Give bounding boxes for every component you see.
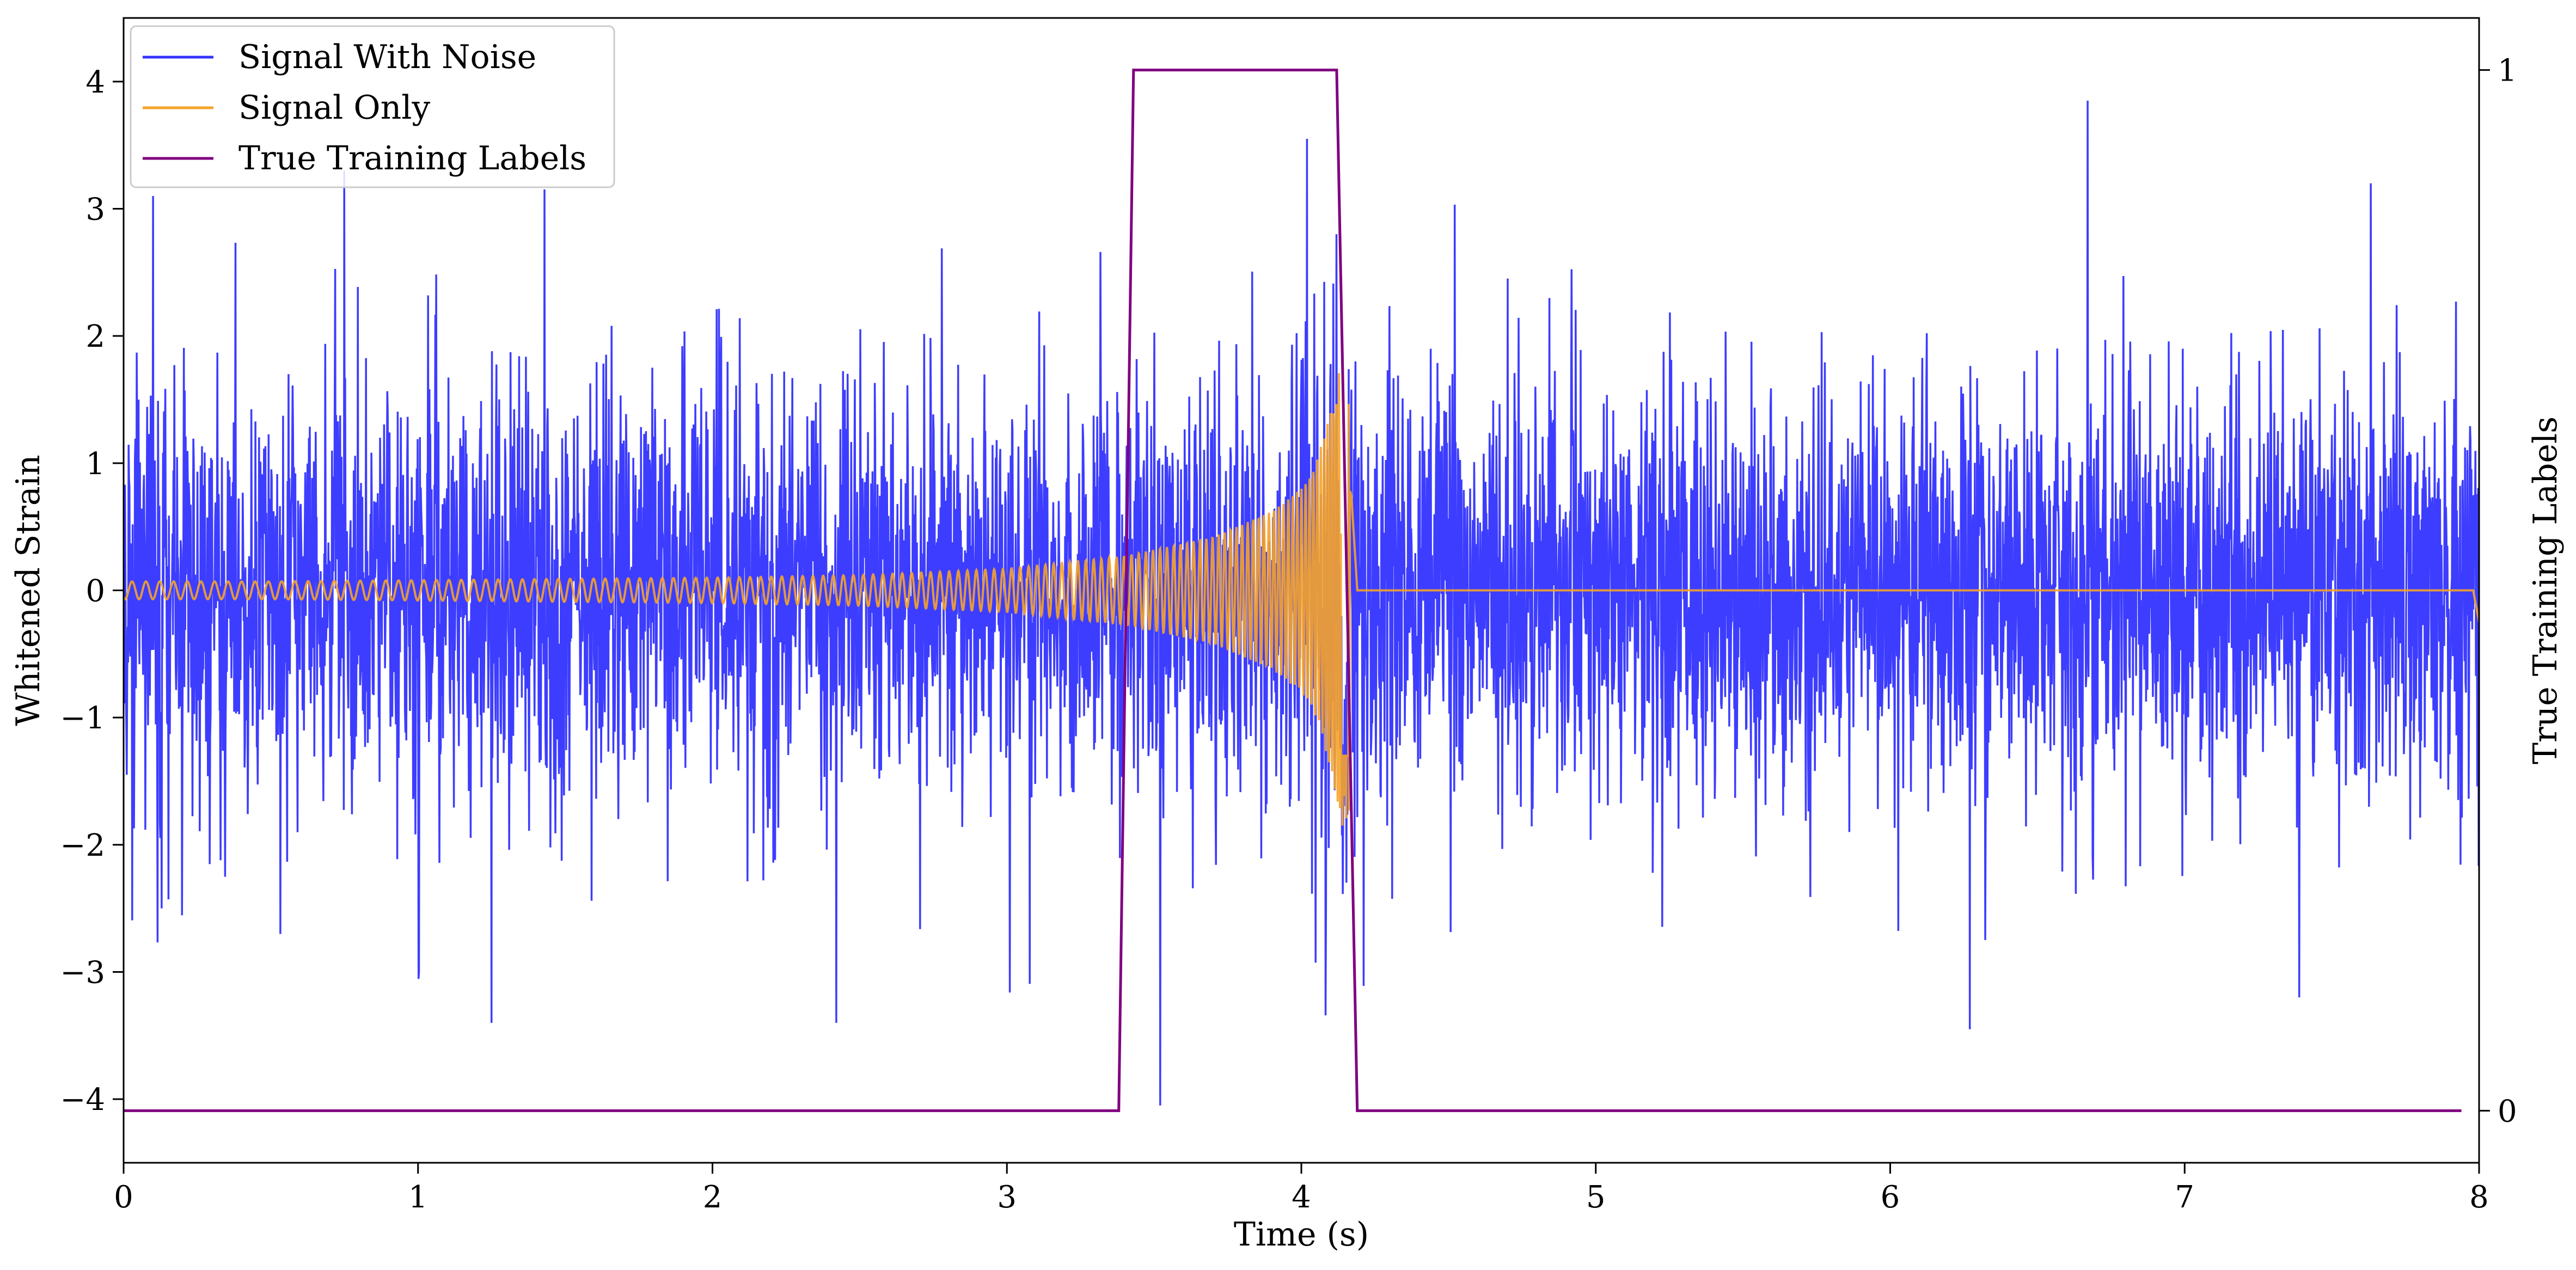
y-tick-label: 4 — [85, 65, 105, 100]
y-tick-label: 2 — [85, 319, 105, 354]
y-tick-label: 0 — [85, 574, 105, 609]
x-tick-label: 3 — [997, 1180, 1017, 1215]
y-tick-label: −3 — [60, 955, 105, 991]
series-true-training-labels — [124, 69, 2462, 1112]
y2-tick-label: 1 — [2498, 53, 2517, 89]
y-axis-left: −4 −3 −2 −1 0 1 2 3 4 — [60, 65, 124, 1118]
x-tick-label: 5 — [1586, 1180, 1606, 1215]
x-axis: 0 1 2 3 4 5 6 7 8 — [114, 1163, 2489, 1215]
y-tick-label: 3 — [85, 192, 105, 228]
series-layer — [124, 69, 2479, 1112]
y-tick-label: −4 — [60, 1082, 105, 1118]
x-tick-label: 0 — [114, 1180, 133, 1215]
legend-label: True Training Labels — [238, 139, 586, 177]
y-tick-label: 1 — [85, 446, 105, 482]
y-tick-label: −1 — [60, 701, 105, 736]
x-tick-label: 6 — [1881, 1180, 1900, 1215]
x-tick-label: 8 — [2469, 1180, 2489, 1215]
x-tick-label: 2 — [703, 1180, 723, 1215]
legend-label: Signal Only — [238, 89, 430, 127]
y-axis-label: Whitened Strain — [9, 455, 47, 726]
legend-frame — [130, 25, 615, 188]
y-axis-right: 01 — [2479, 53, 2517, 1129]
series-signal-with-noise — [124, 100, 2479, 1106]
y-tick-label: −2 — [60, 828, 105, 863]
y2-axis-label: True Training Labels — [2526, 416, 2565, 764]
x-tick-label: 1 — [408, 1180, 428, 1215]
x-axis-label: Time (s) — [1234, 1216, 1369, 1254]
x-tick-label: 4 — [1292, 1180, 1311, 1215]
x-tick-label: 7 — [2175, 1180, 2194, 1215]
legend-label: Signal With Noise — [238, 38, 536, 76]
y2-tick-label: 0 — [2498, 1094, 2517, 1129]
series-signal-only — [124, 373, 2479, 826]
legend: Signal With Noise Signal Only True Trainin… — [130, 25, 615, 188]
